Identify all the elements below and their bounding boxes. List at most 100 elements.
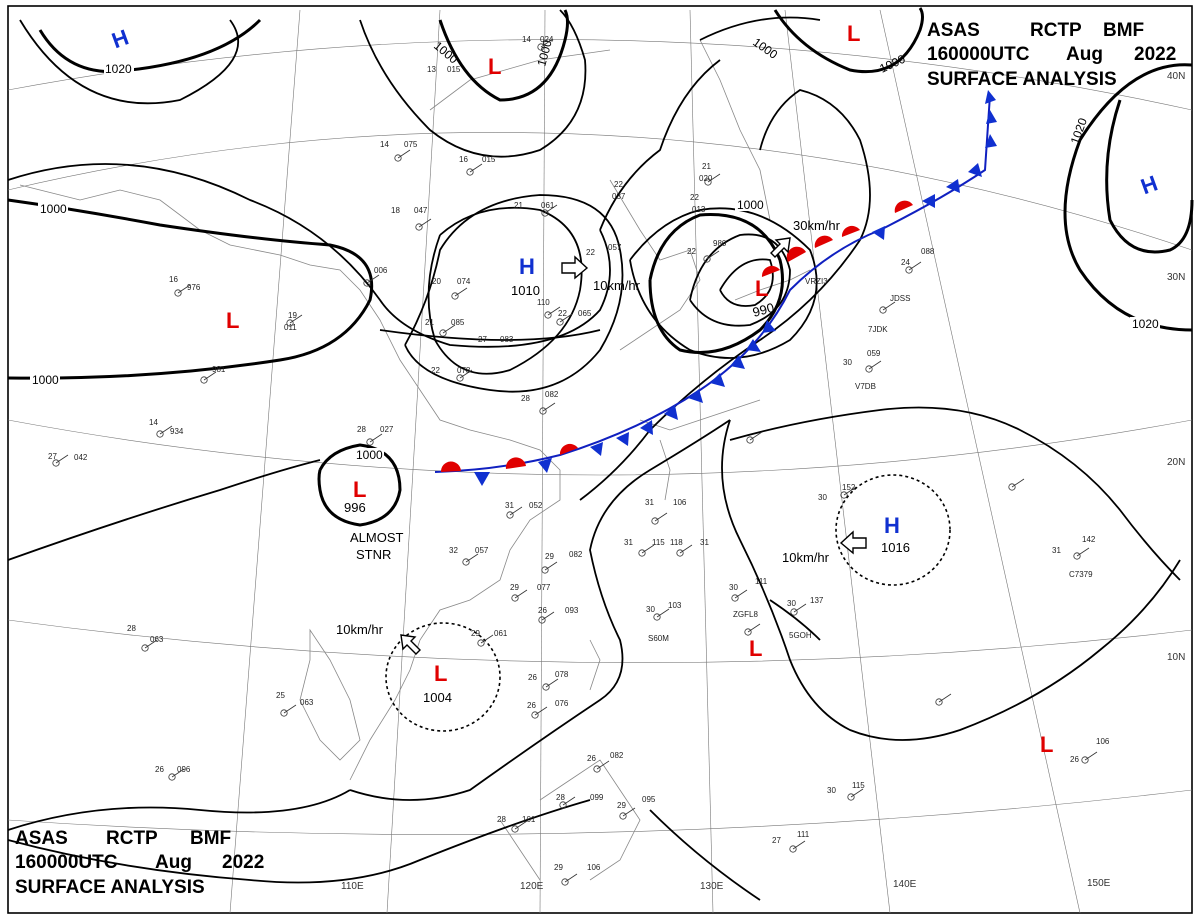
isobar-label: 1000 (356, 448, 383, 462)
stnr-label: STNR (356, 547, 391, 562)
motion-arrow-northwest (400, 634, 421, 655)
station-value: 22 (690, 193, 699, 202)
wind-barb (622, 807, 636, 817)
low-pressure-center: L (226, 308, 239, 333)
longitude-label: 140E (893, 879, 917, 890)
latitude-label: 30N (1167, 272, 1185, 283)
station-value: 011 (284, 323, 297, 332)
station-symbol (511, 825, 519, 833)
station-symbol (879, 306, 887, 314)
station-symbol (1073, 552, 1081, 560)
station-value: C7379 (1069, 570, 1093, 579)
wind-barb (707, 173, 721, 183)
header-month: Aug (155, 852, 192, 873)
station-value: 22 (687, 247, 696, 256)
station-symbol (280, 709, 288, 717)
wind-barb (541, 611, 555, 621)
station-value: 31 (645, 498, 654, 507)
station-value: 006 (374, 266, 388, 275)
pressure-value: 1004 (423, 690, 452, 705)
station-value: 137 (810, 596, 824, 605)
station-symbol (286, 319, 294, 327)
station-symbol (542, 683, 550, 691)
station-value: 088 (921, 247, 935, 256)
station-value: 26 (528, 673, 537, 682)
station-symbol (394, 154, 402, 162)
wind-barb (397, 149, 411, 159)
wind-barb (442, 324, 456, 334)
wind-barb (908, 261, 922, 271)
station-value: 31 (1052, 546, 1061, 555)
wind-barb (747, 623, 761, 633)
latitude-label: 20N (1167, 457, 1185, 468)
isobar-label: 1000 (534, 38, 555, 68)
station-value: 22 (558, 309, 567, 318)
wind-barb (544, 561, 558, 571)
isobar-label: 1020 (105, 62, 132, 76)
pressure-value: 990 (751, 300, 776, 320)
station-value: 20 (432, 277, 441, 286)
header-title: SURFACE ANALYSIS (927, 69, 1117, 90)
station-value: 152 (842, 483, 856, 492)
station-value: 25 (276, 691, 285, 700)
station-value: 29 (554, 863, 563, 872)
station-value: 077 (537, 583, 551, 592)
station-value: 27 (48, 452, 57, 461)
station-symbol (865, 365, 873, 373)
station-value: 085 (451, 318, 465, 327)
station-value: VRZI3 (805, 277, 828, 286)
wind-barb (540, 38, 554, 48)
station-symbol (466, 168, 474, 176)
station-value: 32 (449, 546, 458, 555)
station-value: 19 (288, 311, 297, 320)
wind-barb (641, 544, 655, 554)
station-value: 31 (505, 501, 514, 510)
station-value: 015 (447, 65, 461, 74)
station-symbol (539, 407, 547, 415)
station-value: 037 (612, 192, 626, 201)
tropical-circulations (385, 474, 951, 732)
station-symbol (456, 374, 464, 382)
station-value: 30 (843, 358, 852, 367)
wind-barb (596, 760, 610, 770)
stationary-front (434, 90, 997, 486)
wind-barb (366, 274, 380, 284)
station-symbol (511, 594, 519, 602)
station-value: 065 (578, 309, 592, 318)
map-frame (7, 5, 1193, 914)
motion-arrow-northeast (770, 237, 791, 258)
station-value: 059 (867, 349, 881, 358)
wind-barb (203, 371, 217, 381)
station-value: 076 (555, 699, 569, 708)
station-symbol (593, 765, 601, 773)
wind-barb (882, 301, 896, 311)
station-symbol (168, 773, 176, 781)
station-value: 981 (212, 365, 226, 374)
station-symbol (477, 639, 485, 647)
station-value: 042 (74, 453, 88, 462)
station-value: V7DB (855, 382, 876, 391)
low-pressure-center: L (847, 21, 860, 46)
header-code: RCTP (106, 828, 158, 849)
station-symbol (638, 549, 646, 557)
station-value: 14 (522, 35, 531, 44)
station-symbol (451, 292, 459, 300)
motion-arrow-west (839, 530, 867, 555)
station-value: 024 (540, 35, 554, 44)
wind-barb (564, 873, 578, 883)
station-value: 082 (545, 390, 559, 399)
station-value: 28 (357, 425, 366, 434)
latitude-label: 40N (1167, 71, 1185, 82)
station-value: 111 (797, 830, 810, 839)
station-value: 26 (155, 765, 164, 774)
station-value: 18 (391, 206, 400, 215)
station-symbol (746, 436, 754, 444)
station-value: 22 (586, 248, 595, 257)
station-value: 28 (556, 793, 565, 802)
station-value: 099 (590, 793, 604, 802)
station-symbol (52, 459, 60, 467)
station-value: 29 (617, 801, 626, 810)
station-value: 16 (459, 155, 468, 164)
header-top: ASAS RCTP BMF 160000UTC Aug 2022 SURFACE… (927, 20, 1176, 90)
wind-barb (177, 284, 191, 294)
